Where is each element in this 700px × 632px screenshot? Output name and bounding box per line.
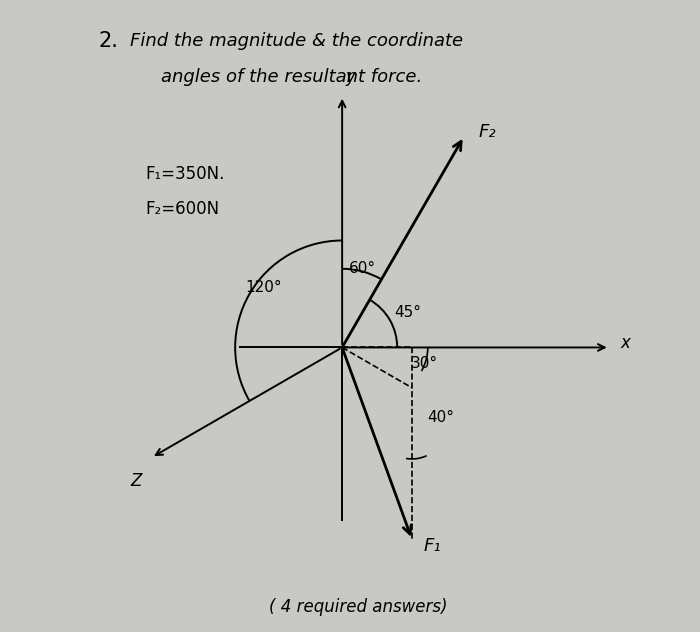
Text: angles of the resultant force.: angles of the resultant force. [161,68,423,86]
Text: ( 4 required answers): ( 4 required answers) [269,598,447,616]
Text: Find the magnitude & the coordinate: Find the magnitude & the coordinate [130,32,463,50]
Text: F₂: F₂ [478,123,496,140]
Text: F₂=600N: F₂=600N [146,200,220,218]
Text: F₁=350N.: F₁=350N. [146,166,225,183]
Text: 120°: 120° [245,280,282,295]
Text: 45°: 45° [395,305,421,320]
Text: 60°: 60° [349,261,376,276]
Text: 2.: 2. [98,31,118,51]
Text: y: y [345,68,355,87]
Text: 40°: 40° [427,410,454,425]
Text: 30°: 30° [411,356,438,371]
Text: Z: Z [130,471,141,490]
Text: x: x [621,334,631,352]
Text: F₁: F₁ [423,537,441,555]
